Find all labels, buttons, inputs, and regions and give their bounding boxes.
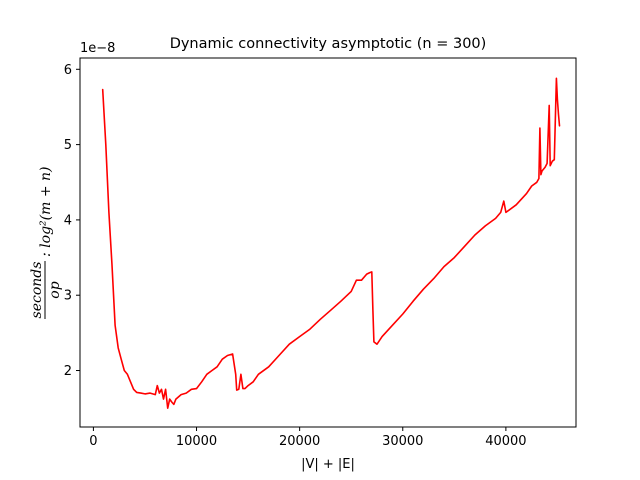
x-axis: 0 10000 20000 30000 40000 <box>89 427 527 449</box>
x-tick-label: 0 <box>89 434 97 449</box>
y-tick-label: 3 <box>64 289 72 304</box>
y-axis-label-numerator: seconds <box>29 262 45 319</box>
series-layer <box>101 77 561 410</box>
axes-frame <box>79 57 577 428</box>
x-axis-label: |V| + |E| <box>301 457 355 472</box>
y-axis-label: seconds op : log²(m + n) <box>29 167 63 319</box>
y-axis-label-suffix: : log²(m + n) <box>38 167 54 258</box>
x-tick-label: 20000 <box>279 434 320 449</box>
x-tick-label: 10000 <box>176 434 217 449</box>
y-axis: 2 3 4 5 6 <box>64 63 80 379</box>
y-tick-label: 5 <box>64 138 72 153</box>
x-tick-label: 40000 <box>485 434 526 449</box>
chart-title: Dynamic connectivity asymptotic (n = 300… <box>170 36 487 52</box>
series-line <box>101 77 561 410</box>
y-tick-label: 2 <box>64 364 72 379</box>
plot-area <box>79 57 577 428</box>
y-tick-label: 4 <box>64 213 72 228</box>
y-axis-label-denominator: op <box>47 281 63 298</box>
x-tick-label: 30000 <box>382 434 423 449</box>
y-tick-label: 6 <box>64 63 72 78</box>
y-offset-text: 1e−8 <box>80 41 115 56</box>
